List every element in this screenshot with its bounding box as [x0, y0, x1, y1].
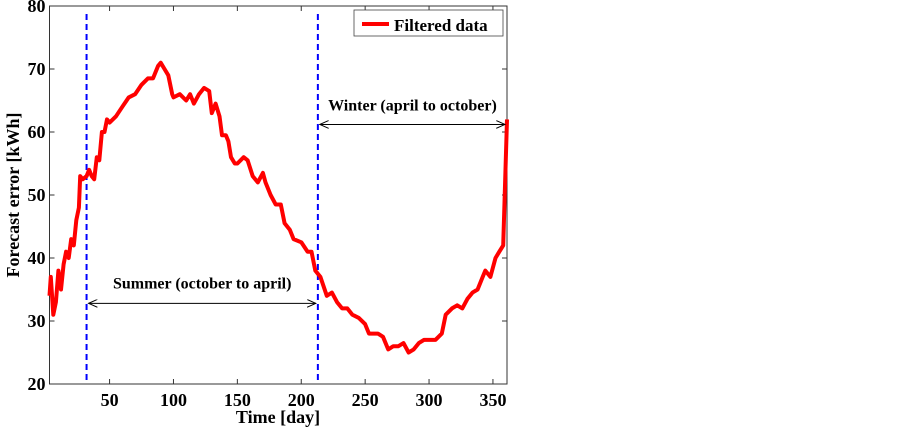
x-tick-label: 100: [160, 390, 187, 410]
x-tick-label: 350: [479, 390, 506, 410]
x-tick-label: 300: [416, 390, 443, 410]
winter-annotation: Winter (april to october): [328, 97, 497, 114]
legend-label: Filtered data: [394, 16, 488, 35]
x-tick-label: 250: [352, 390, 379, 410]
plot-area: 50 100 150 200 250 300 350 20 30 40 50 60 70 80: [28, 0, 509, 410]
y-tick-label: 40: [28, 248, 46, 268]
summer-annotation: Summer (october to april): [113, 276, 291, 293]
y-axis-label: Forecast error [kWh]: [3, 113, 23, 278]
legend: Filtered data: [353, 9, 504, 37]
y-tick-label: 20: [28, 374, 46, 394]
x-tick-label: 50: [101, 390, 119, 410]
y-tick-label: 60: [28, 122, 46, 142]
y-tick-label: 50: [28, 185, 46, 205]
x-tick-label: 150: [224, 390, 251, 410]
y-tick-label: 80: [28, 0, 46, 16]
axes-box: [49, 5, 508, 385]
filtered-data-line: [47, 60, 509, 355]
y-tick-label: 30: [28, 311, 46, 331]
y-tick-label: 70: [28, 59, 46, 79]
x-axis-label: Time [day]: [236, 407, 320, 427]
x-tick-label: 200: [288, 390, 315, 410]
